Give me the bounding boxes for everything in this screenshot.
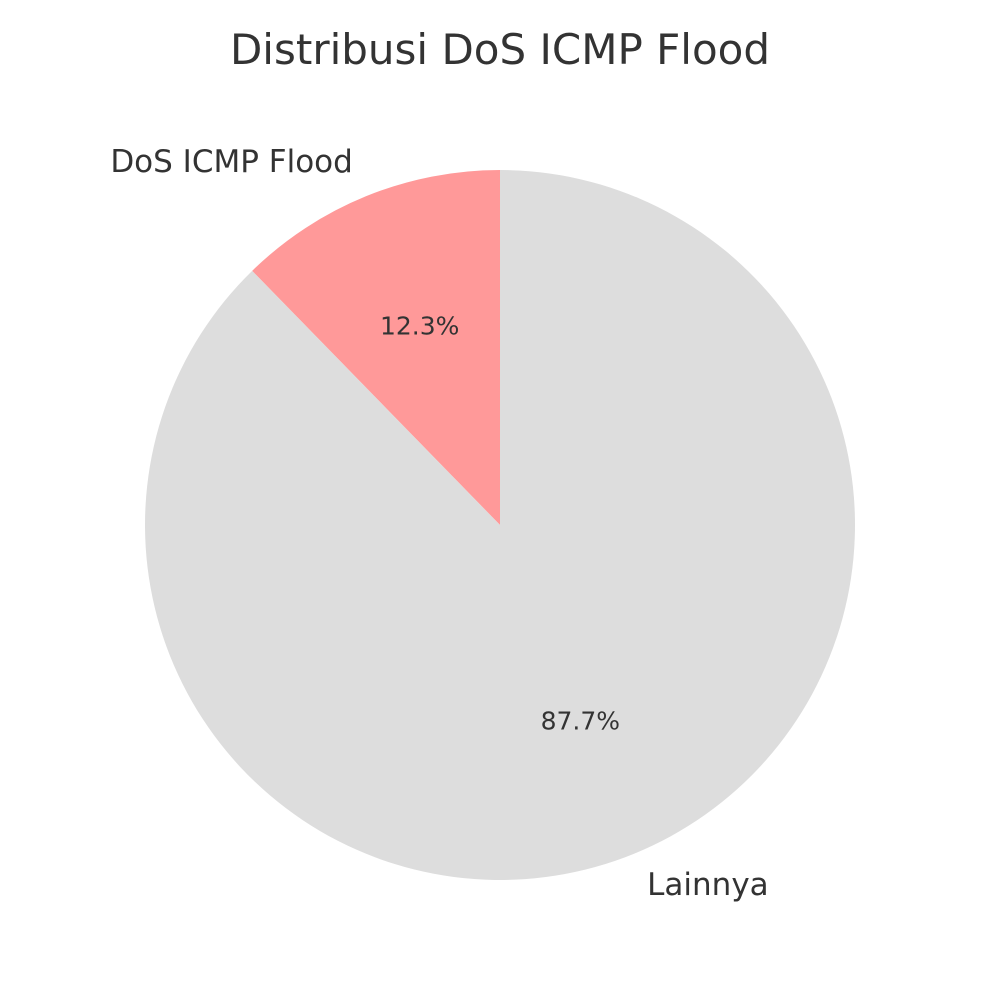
slice-label-1: Lainnya xyxy=(647,867,769,903)
pie-slice-0 xyxy=(252,170,500,525)
slice-label-0: DoS ICMP Flood xyxy=(110,144,353,180)
pie-slices xyxy=(145,170,855,881)
chart-title: Distribusi DoS ICMP Flood xyxy=(230,25,770,74)
pie-labels: DoS ICMP Flood 12.3% Lainnya 87.7% xyxy=(110,144,768,903)
slice-pct-label-1: 87.7% xyxy=(541,706,620,735)
pie-slice-1 xyxy=(145,170,855,881)
slice-pct-label-0: 12.3% xyxy=(380,312,459,341)
